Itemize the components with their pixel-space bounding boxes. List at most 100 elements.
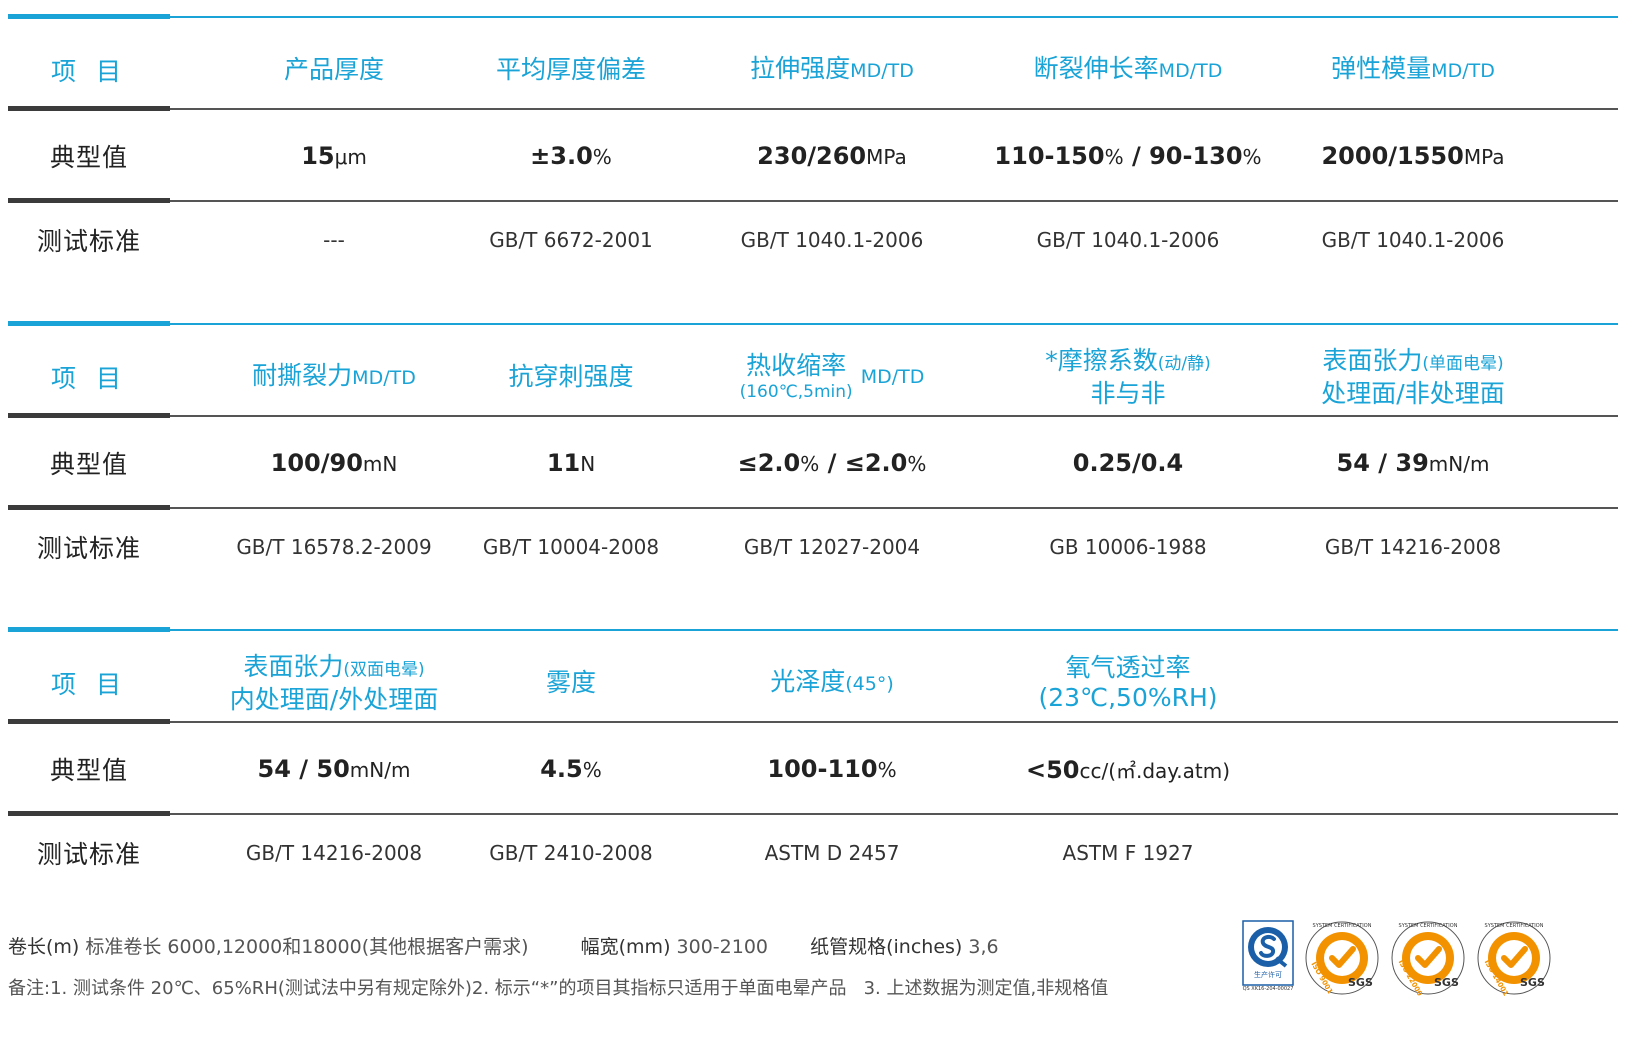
header-suffix: MD/TD [352,367,416,389]
header-text: *摩擦系数 [1045,345,1158,375]
sgs-iso9001-logo: SYSTEM CERTIFICATION ISO 9001 SGS [1304,920,1380,996]
test-standard: GB 10006-1988 [1049,535,1207,559]
header-gloss: 光泽度(45°) [712,637,952,729]
test-standard: GB/T 1040.1-2006 [740,228,924,252]
roll-length-value: 标准卷长 6000,12000和18000(其他根据客户需求) [85,936,529,958]
typical-value: 54 / 50mN/m [257,755,411,783]
width-value: 300-2100 [676,936,769,958]
row-separator [8,413,170,418]
header-text: 表面张力 [243,651,344,681]
roll-spec-line: 卷长(m) 标准卷长 6000,12000和18000(其他根据客户需求) 幅宽… [8,932,999,959]
typical-value: 15μm [301,142,367,170]
test-standard: ASTM D 2457 [764,841,900,865]
test-standard: ASTM F 1927 [1062,841,1194,865]
typical-value: 4.5% [540,755,602,783]
row-separator [170,200,1618,202]
standard-label: 测试标准 [36,227,141,256]
header-surface-tension-double: 表面张力(双面电晕) 内处理面/外处理面 [224,637,444,729]
header-suffix: MD/TD [860,366,925,388]
footnote: 备注:1. 测试条件 20℃、65%RH(测试法中另有规定除外)2. 标示“*”… [8,978,1109,999]
width-label: 幅宽(mm) [580,936,671,958]
row-separator [8,106,170,111]
qs-logo: 生产许可 QS XK16-204-00027 [1242,920,1294,994]
header-suffix: MD/TD [850,60,914,82]
test-standard: GB/T 1040.1-2006 [1036,228,1220,252]
header-text: 表面张力 [1322,345,1423,375]
header-heat-shrinkage: 热收缩率 (160℃,5min) MD/TD [712,331,952,423]
typical-label: 典型值 [49,756,128,785]
typical-value: 110-150% / 90-130% [994,142,1262,170]
cert-top-text: SYSTEM CERTIFICATION [1312,923,1372,929]
test-standard: GB/T 14216-2008 [245,841,423,865]
header-elastic-modulus: 弹性模量MD/TD [1293,24,1533,116]
certification-logos: 生产许可 QS XK16-204-00027 SYSTEM CERTIFICAT… [1242,920,1552,1000]
cert-top-text: SYSTEM CERTIFICATION [1484,923,1544,929]
test-standard: GB/T 1040.1-2006 [1321,228,1505,252]
header-small: (45°) [845,673,894,695]
accent-bar [8,321,170,326]
header-haze: 雾度 [471,637,671,729]
test-standard: GB/T 2410-2008 [489,841,653,865]
typical-label: 典型值 [49,143,128,172]
test-standard: GB/T 12027-2004 [743,535,921,559]
typical-label: 典型值 [49,450,128,479]
standard-label: 测试标准 [36,534,141,563]
typical-value: 100/90mN [270,449,398,477]
typical-value: ≤2.0% / ≤2.0% [737,449,927,477]
header-subtext: (160℃,5min) [739,382,853,402]
header-text: 拉伸强度 [750,54,851,83]
header-text: 断裂伸长率 [1033,54,1159,83]
certification-badge-icon [1477,921,1551,995]
header-subtext: (23℃,50%RH) [1038,683,1218,712]
row-separator [8,198,170,203]
divider-line [170,16,1618,18]
accent-bar [8,627,170,632]
spec-section-2: 项 目 耐撕裂力MD/TD 抗穿刺强度 热收缩率 (160℃,5min) MD/… [8,321,1618,611]
header-text: 雾度 [545,668,596,697]
test-standard: GB/T 10004-2008 [482,535,660,559]
typical-value: 230/260MPa [757,142,907,170]
cert-brand: SGS [1348,976,1373,989]
header-text: 耐撕裂力 [252,361,353,390]
sgs-iso22000-logo: SYSTEM CERTIFICATION ISO 22000 SGS [1390,920,1466,997]
header-tear-resistance: 耐撕裂力MD/TD [234,331,434,423]
item-label: 项 目 [51,670,127,699]
test-standard: --- [323,228,345,252]
header-suffix: MD/TD [1431,60,1495,82]
header-subtext: 非与非 [1090,378,1166,408]
row-separator [170,108,1618,110]
header-surface-tension-single: 表面张力(单面电晕) 处理面/非处理面 [1293,331,1533,423]
divider-line [170,323,1618,325]
spec-section-3: 项 目 表面张力(双面电晕) 内处理面/外处理面 雾度 光泽度(45°) 氧气透… [8,627,1618,917]
accent-bar [8,14,170,19]
header-small: (动/静) [1157,353,1211,374]
header-tensile-strength: 拉伸强度MD/TD [712,24,952,116]
certification-badge-icon [1305,921,1379,995]
cert-top-text: SYSTEM CERTIFICATION [1398,923,1458,929]
header-text: 抗穿刺强度 [508,362,634,391]
row-separator [8,811,170,816]
standard-label: 测试标准 [36,840,141,869]
typical-value: <50cc/(㎡.day.atm) [1025,755,1231,784]
sgs-iso14001-logo: SYSTEM CERTIFICATION ISO 14001 SGS [1476,920,1552,997]
typical-value: ±3.0% [530,142,612,170]
header-text: 产品厚度 [283,55,384,84]
header-small: (单面电晕) [1422,353,1504,374]
row-separator [170,507,1618,509]
typical-value: 2000/1550MPa [1321,142,1505,170]
header-puncture-strength: 抗穿刺强度 [471,331,671,423]
header-small: (双面电晕) [343,659,425,680]
row-separator [170,721,1618,723]
typical-value: 100-110% [767,755,897,783]
qs-caption: 生产许可 [1254,971,1282,979]
core-label: 纸管规格(inches) [810,936,963,958]
cert-brand: SGS [1520,976,1545,989]
roll-length-label: 卷长(m) [8,936,80,958]
row-separator [170,415,1618,417]
header-text: 平均厚度偏差 [495,55,646,84]
item-label: 项 目 [51,364,127,393]
header-text: 热收缩率 [746,351,847,380]
typical-value: 11N [546,449,596,477]
header-subtext: 处理面/非处理面 [1321,378,1505,408]
header-text: 氧气透过率 [1065,653,1191,682]
